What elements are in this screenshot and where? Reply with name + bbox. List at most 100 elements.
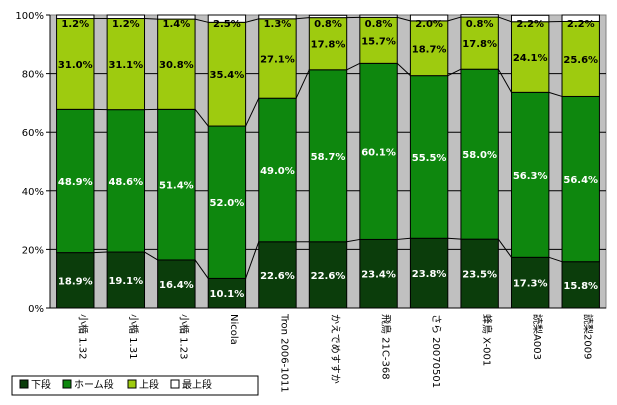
bar-segment <box>460 238 499 309</box>
bar-segment <box>561 14 600 22</box>
bar-segment <box>258 241 297 309</box>
legend-label: ホーム段 <box>74 378 114 391</box>
series-line <box>93 251 108 254</box>
bar-segment <box>56 18 95 110</box>
data-label: 2.2% <box>567 19 595 30</box>
bar-segment <box>207 21 247 127</box>
data-label: 58.0% <box>462 150 497 161</box>
data-label: 22.6% <box>260 271 295 282</box>
bar-segment <box>510 14 550 23</box>
series-line <box>245 241 260 279</box>
bar-segment <box>106 109 146 253</box>
bar-segment <box>207 14 247 23</box>
data-label: 31.0% <box>58 60 93 71</box>
legend-label: 上段 <box>139 378 159 391</box>
data-label: 18.9% <box>58 276 93 287</box>
series-lines <box>93 16 563 279</box>
bar-segment <box>561 95 600 263</box>
bar-segment <box>359 62 398 240</box>
data-label: 25.6% <box>563 55 598 66</box>
legend-swatch <box>170 379 180 389</box>
y-tick-label: 80% <box>22 70 44 81</box>
x-category-label: 小楯 1.32 <box>76 314 89 359</box>
bar-segment <box>258 18 297 99</box>
series-line <box>296 17 310 20</box>
series-line <box>497 238 512 258</box>
series-line <box>346 238 360 243</box>
data-label: 2.5% <box>213 19 241 30</box>
x-category-label: Nicola <box>228 314 239 345</box>
bar-segment <box>409 20 449 77</box>
bar-segment <box>561 261 600 309</box>
legend: 下段 ホーム段 上段 最上段 <box>11 375 259 396</box>
bar-segment <box>460 14 499 18</box>
data-label: 0.8% <box>314 19 342 30</box>
bars <box>56 14 600 309</box>
data-label: 23.4% <box>361 270 396 281</box>
bar-segment <box>157 259 196 309</box>
series-line <box>397 237 411 240</box>
bar-segment <box>359 238 398 309</box>
data-label: 1.3% <box>264 19 292 30</box>
data-label: 31.1% <box>108 60 143 71</box>
y-tick-label: 40% <box>22 187 44 198</box>
series-line <box>245 97 260 127</box>
data-label: 0.8% <box>466 19 494 30</box>
series-line <box>548 91 563 97</box>
data-label: 56.3% <box>513 171 548 182</box>
bar-segment <box>207 125 247 279</box>
bar-segment <box>308 17 348 71</box>
x-category-label: 読梨A003 <box>531 314 544 360</box>
bar-segment <box>258 14 297 20</box>
x-category-label: 小楯 1.23 <box>177 314 190 359</box>
data-label: 15.7% <box>361 36 396 47</box>
data-label: 52.0% <box>210 198 245 209</box>
data-label: 48.6% <box>108 177 143 188</box>
data-label: 2.2% <box>516 19 544 30</box>
data-label: 24.1% <box>513 53 548 64</box>
x-category-label: 蜂鳥 X-001 <box>481 314 494 366</box>
bar-segment <box>308 69 348 243</box>
y-axis: 0% 20% 40% 60% 80% 100% <box>15 11 51 315</box>
series-line <box>245 18 259 23</box>
data-label: 19.1% <box>108 276 143 287</box>
data-label: 1.4% <box>162 19 190 30</box>
data-label: 55.5% <box>412 153 447 164</box>
data-label: 58.7% <box>311 152 346 163</box>
y-tick-label: 0% <box>28 304 44 315</box>
data-label: 22.6% <box>311 271 346 282</box>
data-labels: 18.9% 48.9% 31.0% 1.2% 19.1% 48.6% 31.1% 1.2% 16… <box>58 19 598 300</box>
legend-swatch <box>127 379 137 389</box>
x-category-label: 飛鳥 21C-368 <box>380 314 393 380</box>
y-tick-label: 60% <box>22 128 44 139</box>
series-line <box>497 68 512 93</box>
series-line <box>498 16 512 23</box>
bar-segment <box>157 18 196 110</box>
y-tick-label: 20% <box>22 245 44 256</box>
bar-segment <box>359 14 398 18</box>
data-label: 1.2% <box>61 19 89 30</box>
series-line <box>295 69 310 99</box>
data-label: 49.0% <box>260 166 295 177</box>
series-line <box>548 256 563 263</box>
data-label: 27.1% <box>260 55 295 66</box>
data-label: 10.1% <box>210 289 245 300</box>
bar-segment <box>561 20 600 97</box>
bar-segment <box>308 241 348 309</box>
series-line <box>447 16 462 22</box>
series-line <box>447 237 461 240</box>
bar-segment <box>157 14 196 20</box>
data-label: 17.3% <box>513 279 548 290</box>
x-category-label: かえでめすすか <box>329 314 341 384</box>
series-line <box>194 109 209 127</box>
data-label: 60.1% <box>361 147 396 158</box>
data-label: 30.8% <box>159 60 194 71</box>
bar-segment <box>409 14 449 22</box>
x-category-label: さら 20070501 <box>430 314 442 388</box>
x-category-label: Tron 2006-1011 <box>278 313 289 393</box>
data-label: 17.8% <box>462 39 497 50</box>
series-line <box>194 18 209 23</box>
legend-swatch <box>62 379 72 389</box>
legend-label: 下段 <box>31 378 51 391</box>
